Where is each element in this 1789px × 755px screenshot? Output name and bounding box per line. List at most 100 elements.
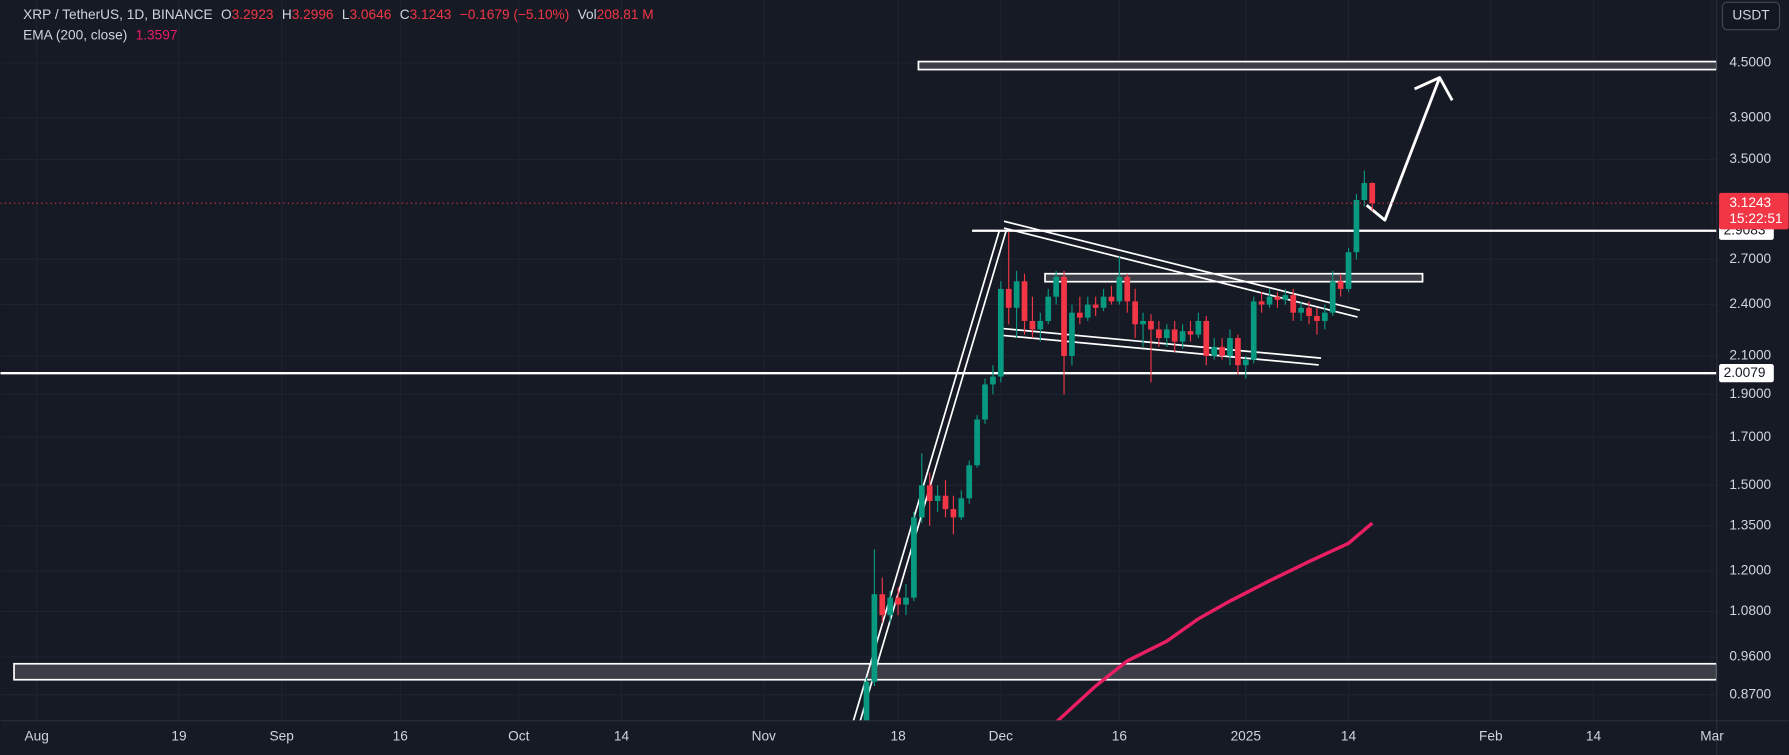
candle-body: [1219, 346, 1225, 356]
candle-body: [990, 376, 996, 385]
volume-key: Vol: [578, 6, 597, 21]
x-tick-label: 14: [614, 728, 630, 743]
axes: 0.8700 0.9600 1.0800 1.2000 1.3500 1.5000 1.70…: [25, 55, 1789, 743]
flagpole: [852, 230, 1008, 721]
x-tick-label: 14: [1586, 728, 1602, 743]
ohlc-key: H: [282, 6, 292, 21]
y-tick-label: 3.5000: [1729, 151, 1771, 166]
candle-body: [1235, 338, 1241, 366]
candle-body: [997, 288, 1004, 377]
candle-body: [1124, 276, 1131, 302]
y-tick-label: 1.3500: [1729, 517, 1771, 532]
x-tick-label: 16: [1112, 728, 1127, 743]
y-tick-label: 2.4000: [1729, 296, 1771, 311]
candle-body: [1203, 320, 1210, 356]
currency-button[interactable]: [1721, 1, 1781, 31]
candle-body: [1021, 281, 1028, 321]
y-tick-label: 1.0800: [1729, 603, 1771, 618]
y-tick-label: 2.7000: [1729, 251, 1771, 266]
candle-body: [1227, 338, 1233, 356]
candle-body: [1306, 307, 1312, 316]
candle-body: [1195, 320, 1202, 335]
x-tick-label: Oct: [508, 728, 529, 743]
candle-body: [934, 495, 941, 501]
ohlc-key: C: [400, 6, 410, 21]
candle-body: [1163, 329, 1170, 339]
candle-body: [1250, 301, 1257, 360]
candle-body: [1314, 315, 1320, 321]
candle-body: [950, 509, 957, 518]
x-tick-label: Aug: [25, 728, 49, 743]
candle-body: [1179, 331, 1186, 342]
x-tick-label: 14: [1341, 728, 1357, 743]
breakout-zone: [1044, 272, 1424, 283]
candle-body: [1242, 359, 1249, 366]
channel-line: [1001, 334, 1319, 366]
candle-body: [1361, 183, 1368, 201]
candle-body: [1100, 296, 1107, 308]
candle-body: [958, 498, 965, 518]
candle-body: [942, 495, 949, 510]
x-tick-label: 16: [393, 728, 408, 743]
indicator-name[interactable]: EMA (200, close): [23, 27, 127, 42]
pole-line: [852, 230, 1001, 721]
y-tick-label: 4.5000: [1729, 55, 1771, 70]
candle-body: [895, 597, 901, 605]
y-tick-label: 1.2000: [1729, 563, 1771, 578]
y-tick-label: 1.5000: [1729, 477, 1771, 492]
candle-body: [1266, 296, 1273, 305]
y-tick-label: 2.1000: [1729, 348, 1771, 363]
y-tick-label: 1.7000: [1729, 429, 1771, 444]
candle-body: [1069, 312, 1075, 356]
arrow-head: [1413, 76, 1454, 102]
candle-body: [1290, 295, 1297, 313]
indicator-row: EMA (200, close) 1.3597: [23, 27, 177, 42]
x-tick-label: 18: [890, 728, 906, 743]
drawings: [0, 60, 1717, 721]
level-label-box: [1719, 364, 1774, 383]
plot: [0, 170, 1717, 721]
open-value: 3.2923: [232, 6, 274, 21]
channel-line: [1003, 220, 1361, 312]
indicator-value: 1.3597: [136, 27, 178, 42]
candle-body: [863, 681, 870, 721]
candle-body: [1084, 304, 1091, 318]
x-tick-label: Nov: [752, 728, 776, 743]
target-zone: [917, 60, 1717, 71]
candle-body: [1092, 304, 1099, 308]
ohlc-key: O: [221, 6, 232, 21]
candle-body: [1116, 276, 1123, 302]
candle-body: [879, 594, 886, 616]
x-tick-label: 19: [171, 728, 186, 743]
channel-line: [1003, 227, 1358, 318]
candle-body: [1037, 320, 1044, 330]
candle-body: [1061, 276, 1067, 356]
candle-body: [1076, 312, 1083, 318]
y-tick-label: 0.9600: [1729, 648, 1771, 663]
y-tick-label: 3.9000: [1729, 110, 1771, 125]
flag-channel: [1001, 220, 1361, 366]
candle-body: [1298, 307, 1304, 313]
candle-body: [1171, 329, 1178, 342]
y-tick-label: 1.9000: [1729, 386, 1771, 401]
x-tick-label: 2025: [1231, 728, 1262, 743]
candle-body: [982, 384, 988, 420]
y-tick-label: 0.8700: [1729, 686, 1771, 701]
ohlc-key: L: [342, 6, 350, 21]
support-zone: [13, 662, 1717, 681]
candle-body: [918, 485, 925, 518]
candle-body: [966, 465, 973, 499]
candle-body: [1211, 346, 1218, 356]
low-value: 3.0646: [350, 6, 392, 21]
candle-body: [1029, 320, 1036, 330]
candle-body: [1321, 312, 1328, 321]
candle-body: [1045, 296, 1052, 321]
high-value: 3.2996: [292, 6, 334, 21]
ema-line: [1055, 521, 1374, 721]
candle-body: [926, 485, 933, 501]
currency-label[interactable]: USDT: [1732, 8, 1770, 23]
candle-body: [1353, 200, 1360, 253]
